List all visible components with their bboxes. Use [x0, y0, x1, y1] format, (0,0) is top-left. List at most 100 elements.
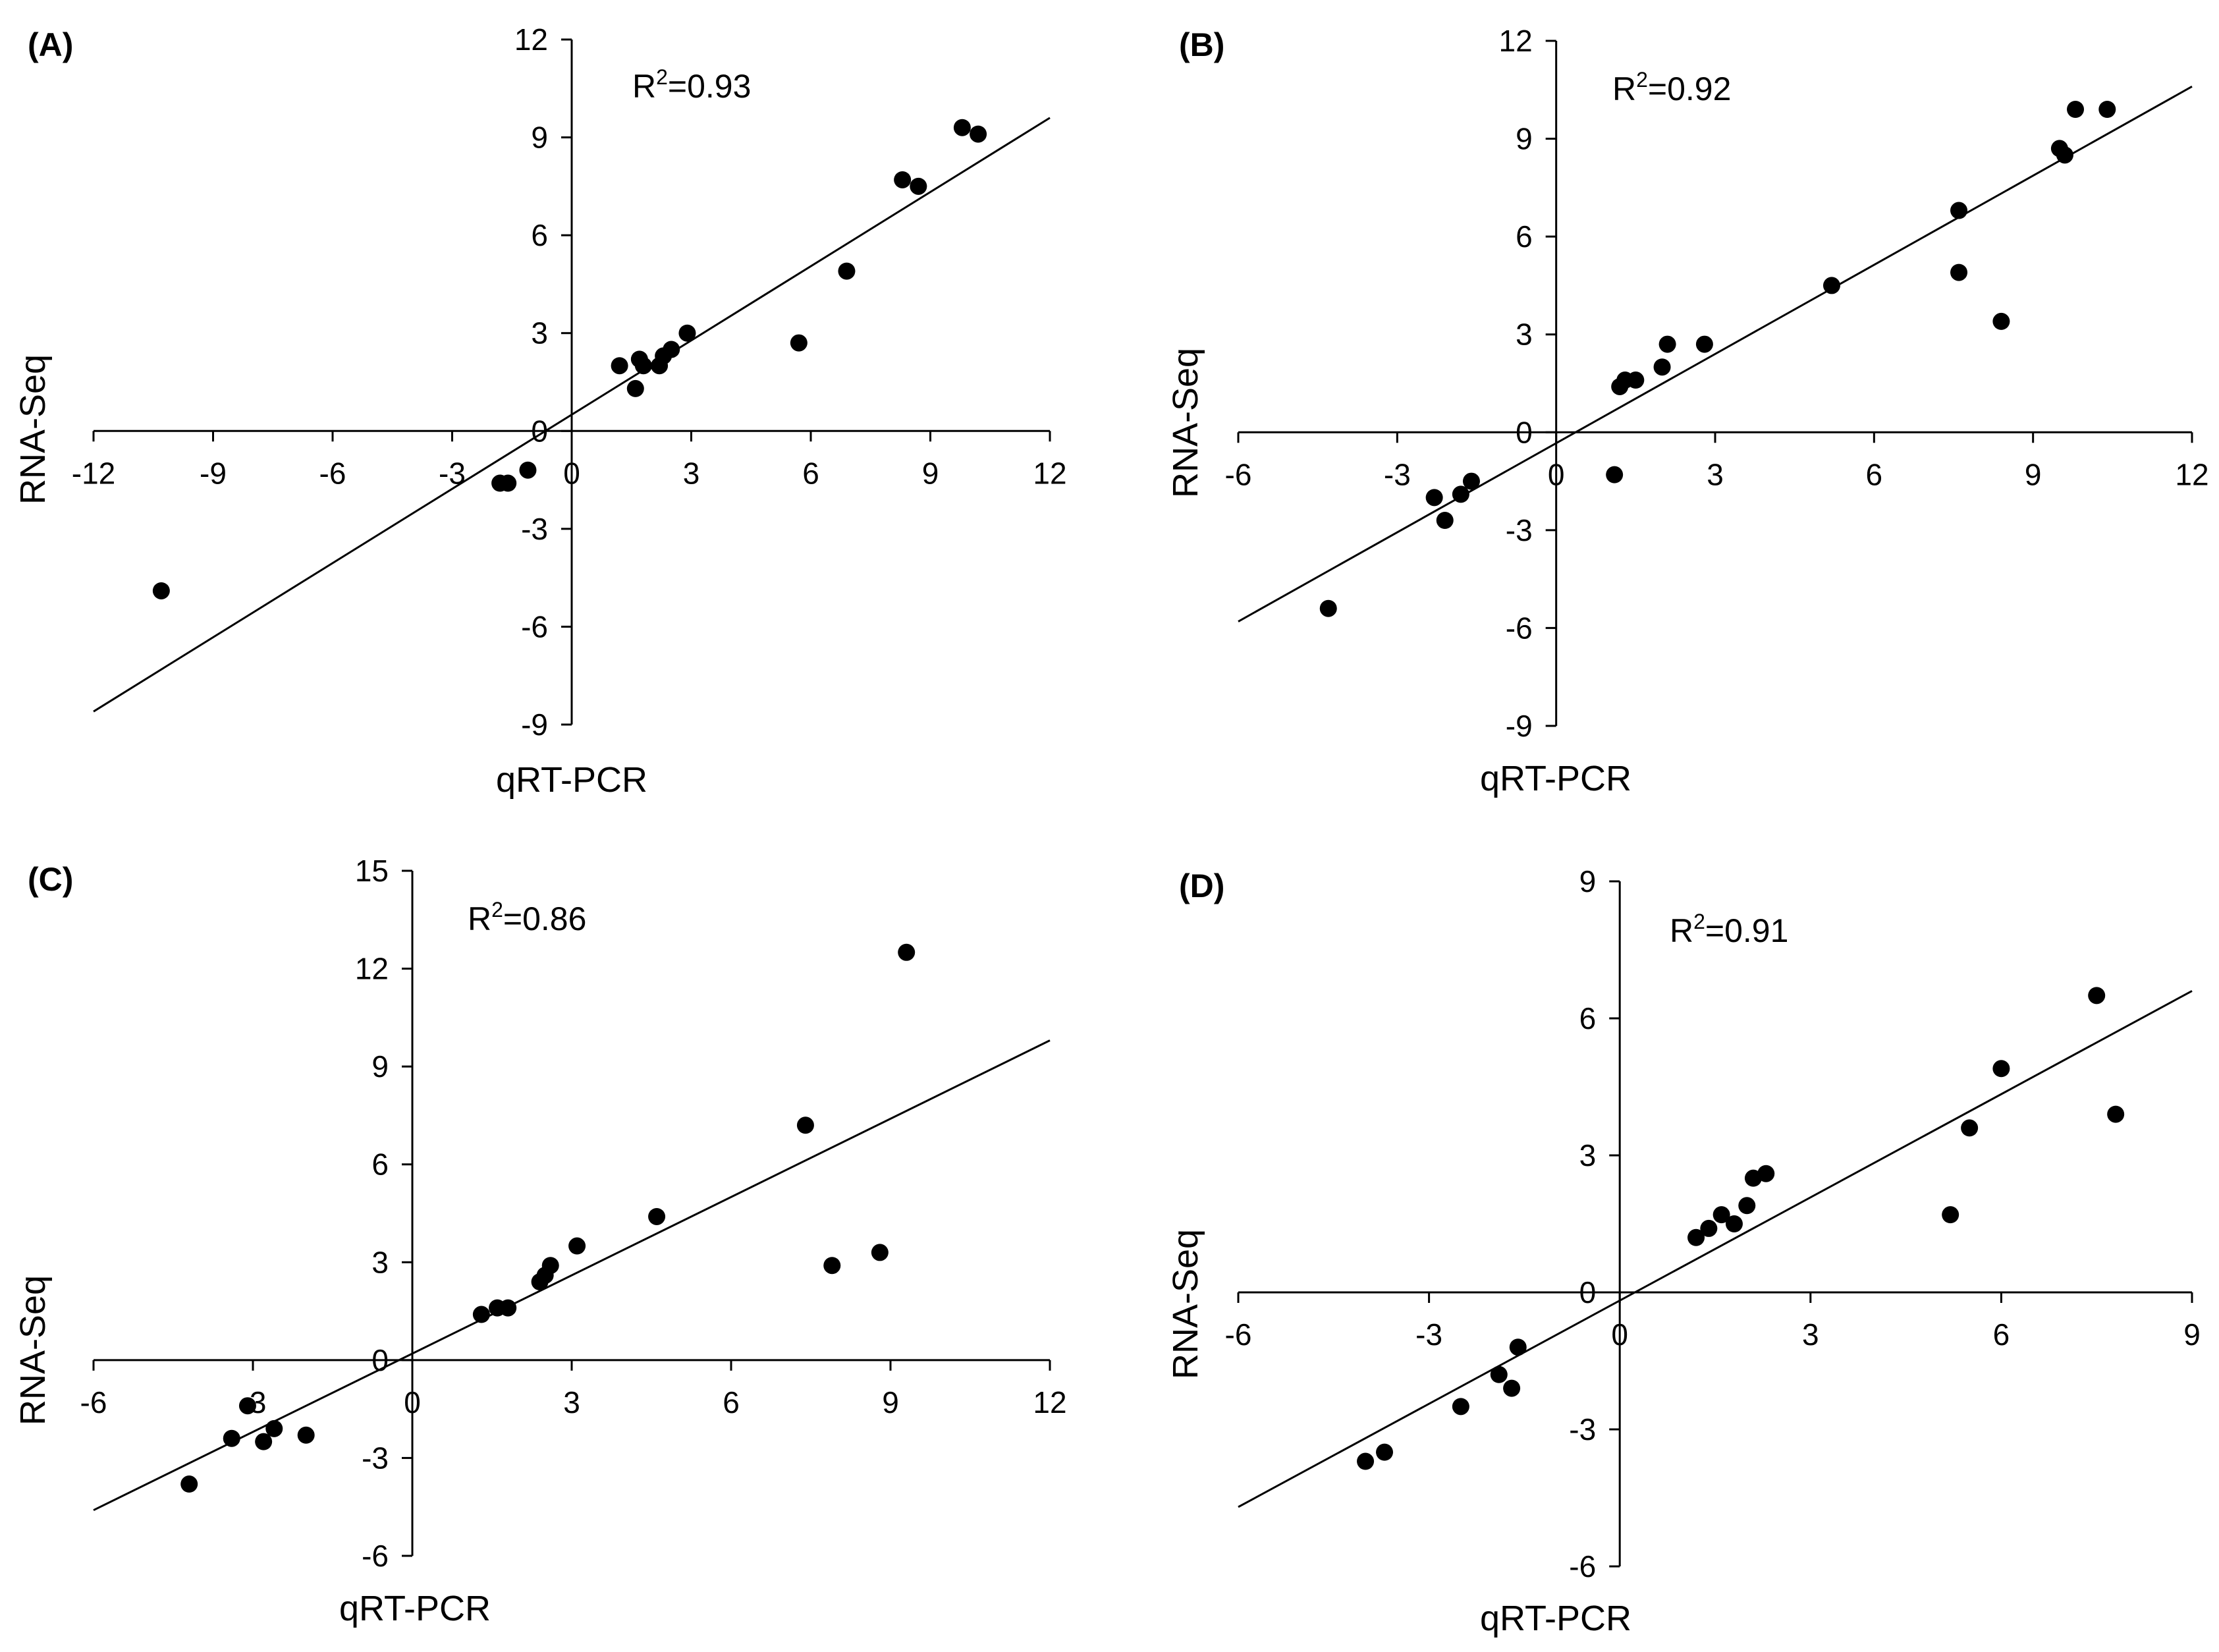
data-point: [1376, 1443, 1394, 1461]
y-tick-label: 6: [1579, 1001, 1597, 1035]
data-point: [519, 461, 537, 479]
data-point: [838, 262, 856, 280]
y-tick-label: 6: [371, 1147, 389, 1182]
data-point: [1822, 277, 1840, 294]
data-point: [2056, 146, 2073, 164]
x-tick-label: 6: [802, 456, 819, 490]
data-point: [265, 1419, 283, 1437]
data-point: [1490, 1365, 1508, 1383]
data-point: [541, 1257, 559, 1275]
data-point: [2088, 987, 2106, 1005]
y-tick-label: 0: [1516, 415, 1533, 449]
data-point: [1509, 1338, 1527, 1356]
x-tick-label: 9: [882, 1385, 899, 1419]
data-point: [796, 1116, 814, 1134]
r-squared-label: R2=0.86: [468, 898, 586, 937]
trend-line: [93, 117, 1051, 713]
data-point: [898, 943, 916, 961]
data-point: [1436, 512, 1454, 529]
y-tick-label: -3: [1569, 1412, 1596, 1446]
data-point: [970, 125, 987, 143]
y-tick-label: 15: [355, 854, 389, 888]
chart-panel-2: (B) -6 -3 0 3 6 9 12 -9 -6 -3 0 3 6 9 12 R2=0.92 qRT-PCR R…: [1166, 24, 2209, 798]
y-tick-label: 12: [1498, 24, 1532, 58]
y-tick-label: 9: [531, 121, 548, 155]
panel-label: (D): [1179, 867, 1224, 904]
data-point: [472, 1306, 490, 1323]
data-point: [499, 1299, 517, 1317]
y-tick-label: -9: [521, 707, 548, 742]
x-tick-label: 0: [1611, 1317, 1628, 1352]
data-point: [1687, 1228, 1705, 1246]
data-point: [499, 474, 517, 492]
data-point: [1725, 1215, 1743, 1232]
x-tick-label: 12: [1033, 1385, 1066, 1419]
x-axis-title: qRT-PCR: [1480, 1599, 1631, 1638]
chart-panel-1: (A)-12 -9 -6 -3 0 3 6 9 12-9-6-3036912R2=0.93qRT…: [13, 22, 1067, 800]
data-point: [1992, 1060, 2010, 1078]
data-point: [1452, 485, 1469, 503]
y-tick-label: -3: [521, 512, 548, 546]
data-point: [894, 171, 912, 188]
y-axis-title: RNA-Seq: [13, 354, 53, 505]
data-point: [238, 1397, 256, 1415]
data-point: [871, 1244, 889, 1261]
chart-panel-3: (C)-6-3036912-6-303691215R2=0.86qRT-PCRR…: [13, 854, 1067, 1628]
data-point: [1961, 1119, 1979, 1137]
x-tick-label: 6: [1866, 457, 1883, 491]
x-tick-label: 12: [2175, 457, 2208, 491]
panel-label: (C): [28, 861, 73, 898]
x-tick-label: -12: [72, 456, 115, 490]
data-point: [1738, 1197, 1756, 1215]
y-tick-label: 9: [371, 1049, 389, 1084]
y-tick-label: -3: [362, 1441, 389, 1475]
y-tick-label: -6: [521, 609, 548, 644]
data-point: [1942, 1206, 1959, 1224]
x-tick-label: 0: [1548, 457, 1565, 491]
data-point: [223, 1429, 240, 1447]
x-axis-title: qRT-PCR: [496, 760, 647, 800]
data-point: [1992, 312, 2010, 330]
r-squared-label: R2=0.92: [1612, 68, 1731, 107]
data-point: [255, 1433, 273, 1450]
x-tick-label: 3: [563, 1385, 580, 1419]
x-tick-label: -6: [1225, 457, 1252, 491]
y-tick-label: 12: [355, 952, 389, 986]
trend-line: [1238, 990, 2193, 1508]
data-point: [634, 357, 652, 375]
data-point: [1658, 335, 1676, 353]
data-point: [1712, 1206, 1730, 1224]
data-point: [1319, 599, 1337, 617]
r-squared-label: R2=0.93: [632, 65, 751, 105]
x-tick-label: -6: [1225, 1317, 1252, 1352]
data-point: [626, 379, 644, 397]
data-point: [790, 334, 808, 352]
data-point: [663, 341, 680, 358]
x-tick-label: 3: [1707, 457, 1724, 491]
y-tick-label: -3: [1506, 513, 1533, 547]
y-tick-label: -9: [1506, 709, 1533, 743]
x-tick-label: 0: [563, 456, 580, 490]
data-point: [953, 119, 971, 136]
data-point: [1695, 335, 1713, 353]
data-point: [823, 1257, 841, 1275]
x-tick-label: 6: [1993, 1317, 2010, 1352]
x-tick-label: 9: [922, 456, 939, 490]
x-tick-label: 3: [683, 456, 700, 490]
x-axis-title: qRT-PCR: [339, 1589, 491, 1628]
chart-panel-4: (D) -6 -3 0 3 6 9 -6 -3 0 3 6 9 R2=0.91 qRT-PCR RNA-Seq: [1166, 864, 2201, 1638]
data-point: [152, 582, 170, 599]
y-tick-label: 3: [1579, 1138, 1597, 1172]
x-tick-label: -3: [439, 456, 466, 490]
data-point: [1627, 372, 1645, 389]
r-squared-label: R2=0.91: [1670, 910, 1788, 949]
x-tick-label: 6: [723, 1385, 740, 1419]
panel-label: (B): [1179, 26, 1224, 63]
data-point: [678, 324, 696, 342]
data-point: [1452, 1398, 1469, 1416]
data-point: [1425, 489, 1443, 507]
x-tick-label: 12: [1033, 456, 1066, 490]
x-axis-title: qRT-PCR: [1480, 759, 1631, 798]
data-point: [2107, 1105, 2125, 1123]
data-point: [910, 177, 927, 195]
